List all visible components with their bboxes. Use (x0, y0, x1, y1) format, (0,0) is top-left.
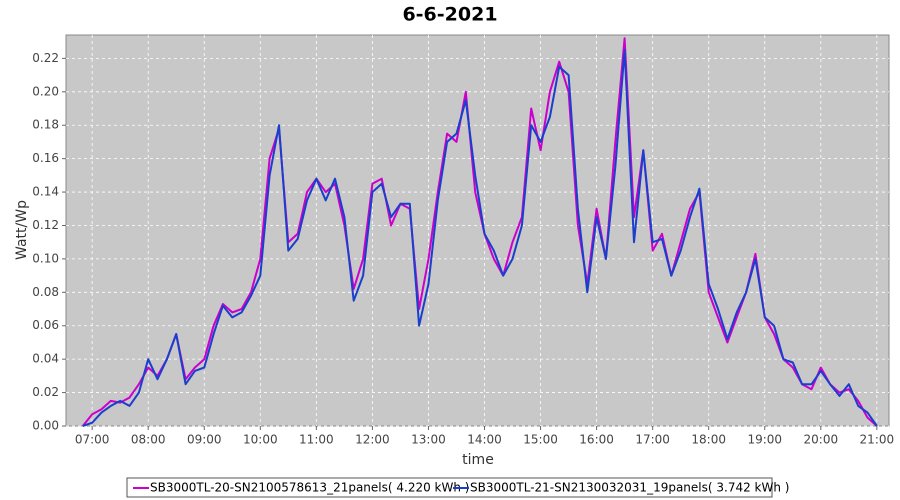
y-tick-label: 0.04 (32, 352, 59, 366)
x-tick-label: 08:00 (131, 433, 166, 447)
legend-label: SB3000TL-21-SN2130032031_19panels( 3.742… (470, 481, 789, 495)
y-tick-label: 0.20 (32, 84, 59, 98)
x-tick-label: 10:00 (243, 433, 278, 447)
x-tick-label: 19:00 (747, 433, 782, 447)
y-tick-label: 0.02 (32, 385, 59, 399)
x-tick-label: 14:00 (467, 433, 502, 447)
x-tick-label: 09:00 (187, 433, 222, 447)
x-tick-label: 20:00 (804, 433, 839, 447)
x-tick-label: 07:00 (75, 433, 110, 447)
x-tick-label: 18:00 (691, 433, 726, 447)
x-tick-label: 11:00 (299, 433, 334, 447)
y-tick-label: 0.16 (32, 151, 59, 165)
x-tick-label: 16:00 (579, 433, 614, 447)
y-tick-label: 0.06 (32, 318, 59, 332)
x-tick-label: 15:00 (523, 433, 558, 447)
chart-title: 6-6-2021 (402, 4, 497, 26)
x-axis-label: time (462, 452, 494, 468)
x-tick-label: 17:00 (635, 433, 670, 447)
x-tick-label: 13:00 (411, 433, 446, 447)
plot-area (65, 34, 890, 427)
legend-label: SB3000TL-20-SN2100578613_21panels( 4.220… (150, 481, 469, 495)
y-tick-label: 0.14 (32, 185, 59, 199)
x-tick-label: 12:00 (355, 433, 390, 447)
y-tick-label: 0.18 (32, 118, 59, 132)
y-tick-label: 0.00 (32, 419, 59, 433)
legend (126, 477, 773, 498)
x-tick-label: 21:00 (860, 433, 895, 447)
y-tick-label: 0.12 (32, 218, 59, 232)
series-line (82, 49, 878, 427)
y-tick-label: 0.08 (32, 285, 59, 299)
y-axis-label: Watt/Wp (14, 200, 30, 260)
y-tick-label: 0.10 (32, 251, 59, 265)
y-tick-label: 0.22 (32, 51, 59, 65)
